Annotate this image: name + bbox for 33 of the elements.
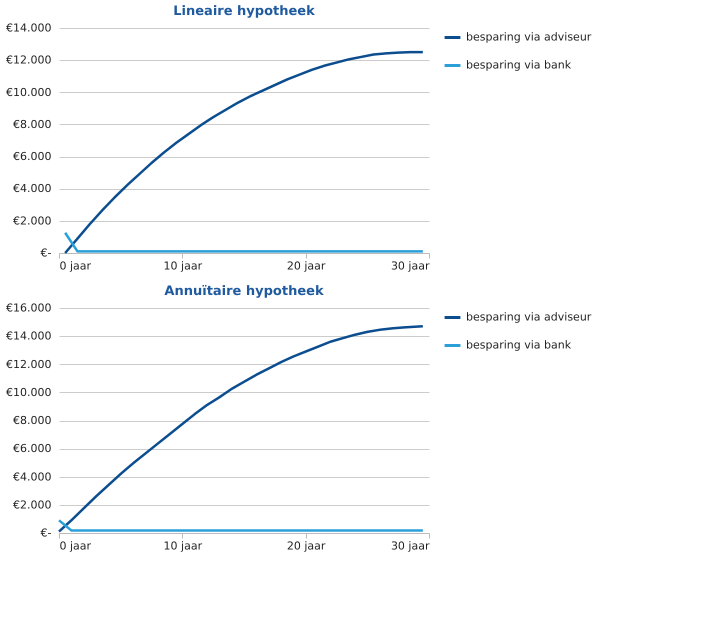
line-series — [64, 50, 424, 254]
y-tick-label: €6.000 — [13, 150, 52, 164]
x-tick-label: 20 jaar — [286, 540, 326, 552]
chart-title: Annuïtaire hypotheek — [164, 284, 324, 299]
y-tick-label: €2.000 — [13, 214, 52, 228]
x-tick-label: 10 jaar — [164, 260, 203, 272]
legend-label: besparing via bank — [466, 58, 572, 72]
y-tick-label: €8.000 — [13, 414, 52, 427]
legend-label: besparing via bank — [466, 338, 572, 352]
y-tick-label: €12.000 — [6, 54, 52, 67]
legend-label: besparing via adviseur — [466, 30, 592, 44]
legend-label: besparing via adviseur — [466, 310, 592, 324]
y-tick-label: €10.000 — [6, 86, 52, 99]
x-tick-label: 30 jaar — [390, 540, 430, 552]
y-tick-label: €- — [40, 246, 52, 260]
y-tick-label: €- — [40, 526, 52, 540]
x-tick-label: 30 jaar — [390, 260, 430, 272]
y-tick-label: €14.000 — [6, 22, 52, 34]
x-tick-label: 10 jaar — [164, 540, 203, 552]
x-tick-label: 0 jaar — [60, 260, 92, 272]
y-tick-label: €6.000 — [13, 442, 52, 456]
y-tick-label: €12.000 — [6, 358, 52, 371]
y-tick-label: €16.000 — [6, 302, 52, 314]
x-tick-label: 20 jaar — [286, 260, 326, 272]
x-tick-label: 0 jaar — [60, 540, 92, 552]
y-tick-label: €10.000 — [6, 386, 52, 399]
y-tick-label: €4.000 — [13, 470, 52, 484]
y-tick-label: €8.000 — [13, 118, 52, 131]
chart-title: Lineaire hypotheek — [173, 4, 316, 19]
y-tick-label: €14.000 — [6, 330, 52, 343]
y-tick-label: €2.000 — [13, 498, 52, 512]
y-tick-label: €4.000 — [13, 182, 52, 196]
line-series — [58, 325, 424, 533]
